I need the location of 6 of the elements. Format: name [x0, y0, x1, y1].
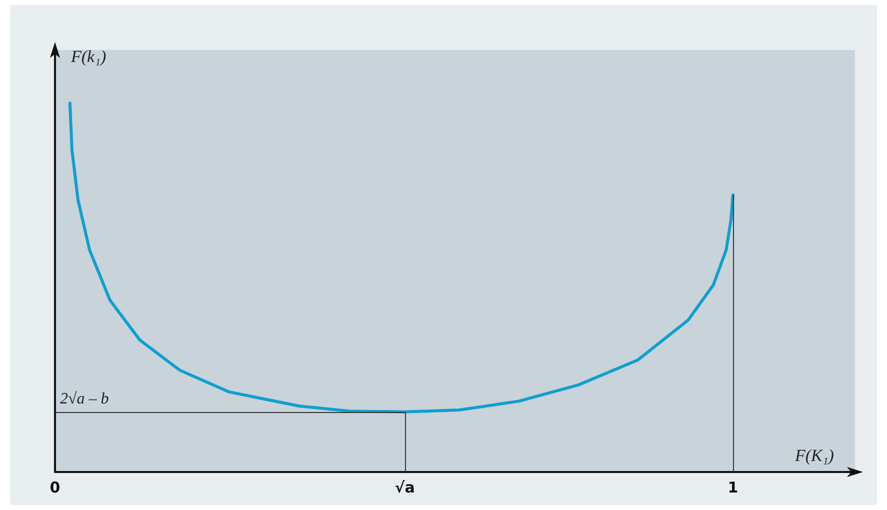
x-axis-title: F(K₁): [794, 446, 834, 465]
x-tick-label: 0: [50, 478, 60, 496]
y-axis-title: F(k₁): [70, 47, 106, 66]
x-tick-label: 1: [728, 478, 738, 496]
ref-line-label: 2√a – b: [60, 390, 109, 408]
x-tick-label: √a: [394, 478, 415, 496]
